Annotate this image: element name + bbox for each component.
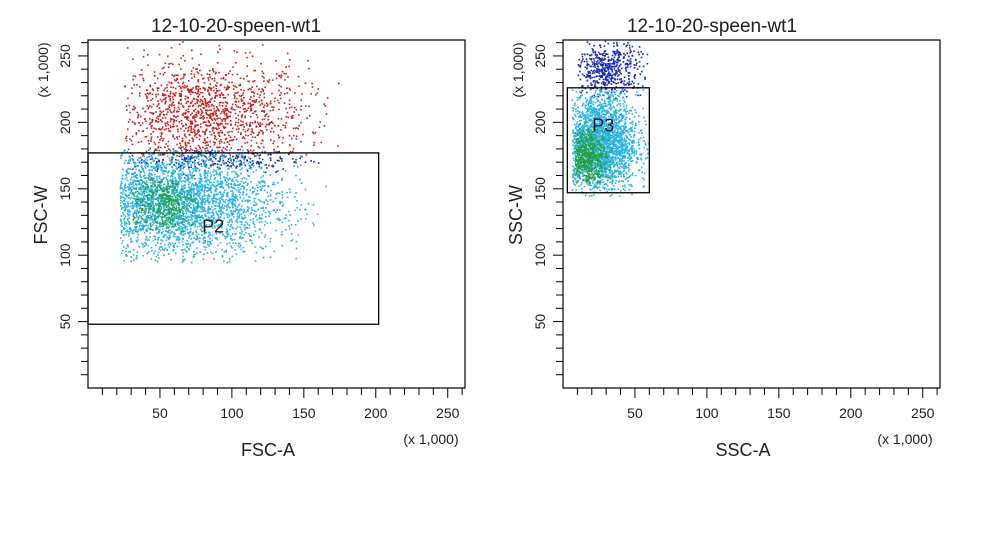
y-tick-label: 150: [532, 177, 548, 201]
x-tick-label: 50: [627, 405, 643, 421]
plot-title: 12-10-20-speen-wt1: [151, 16, 321, 37]
x-tick-label: 200: [839, 405, 863, 421]
x-tick-label: 50: [152, 405, 168, 421]
gate-label: P3: [592, 116, 614, 136]
x-axis-ticks: 50 100 150 200 250: [576, 388, 938, 421]
scatter-points: [571, 40, 650, 197]
x-axis-ticks: 50 100 150 200 250: [101, 388, 463, 421]
x-tick-label: 150: [767, 405, 791, 421]
y-axis-ticks: 50 100 150 200 250: [57, 42, 88, 376]
population-3: [128, 177, 201, 233]
x-axis-label: SSC-A: [715, 440, 770, 460]
y-tick-label: 250: [57, 44, 73, 68]
x-tick-label: 200: [364, 405, 388, 421]
y-tick-label: 50: [532, 314, 548, 330]
x-axis-label: FSC-A: [241, 440, 295, 460]
y-tick-label: 150: [57, 177, 73, 201]
plot-frame: [562, 39, 941, 389]
plot-frame: [87, 39, 466, 389]
y-tick-label: 100: [57, 243, 73, 267]
plot-title: 12-10-20-speen-wt1: [627, 16, 797, 37]
x-multiplier-label: (x 1,000): [403, 431, 458, 447]
y-tick-label: 100: [532, 243, 548, 267]
x-tick-label: 150: [292, 405, 316, 421]
x-tick-label: 100: [220, 405, 244, 421]
y-tick-label: 250: [532, 44, 548, 68]
gate-layer[interactable]: P3: [566, 87, 650, 194]
scatter-points: [119, 41, 340, 264]
population-2: [119, 148, 327, 264]
x-tick-label: 250: [436, 405, 460, 421]
gate-label: P2: [202, 217, 224, 237]
y-axis-label: FSC-W: [31, 185, 51, 244]
x-tick-label: 250: [911, 405, 935, 421]
y-axis-label: SSC-W: [506, 185, 526, 245]
gate-p3[interactable]: [566, 87, 650, 194]
y-multiplier-label: (x 1,000): [35, 42, 51, 97]
ssc-plot-panel: 12-10-20-speen-wt1 P3 50 100 150 200 250 50 1…: [506, 16, 941, 460]
y-multiplier-label: (x 1,000): [510, 42, 526, 97]
population-2: [574, 123, 613, 184]
y-tick-label: 200: [57, 110, 73, 134]
population-0: [577, 40, 649, 100]
y-axis-ticks: 50 100 150 200 250: [532, 42, 563, 376]
x-multiplier-label: (x 1,000): [877, 431, 932, 447]
x-tick-label: 100: [695, 405, 719, 421]
population-0: [124, 41, 340, 158]
y-tick-label: 200: [532, 110, 548, 134]
fsc-plot-panel: 12-10-20-speen-wt1 P2 50 100 150 200 250 50 1…: [31, 16, 466, 460]
y-tick-label: 50: [57, 314, 73, 330]
